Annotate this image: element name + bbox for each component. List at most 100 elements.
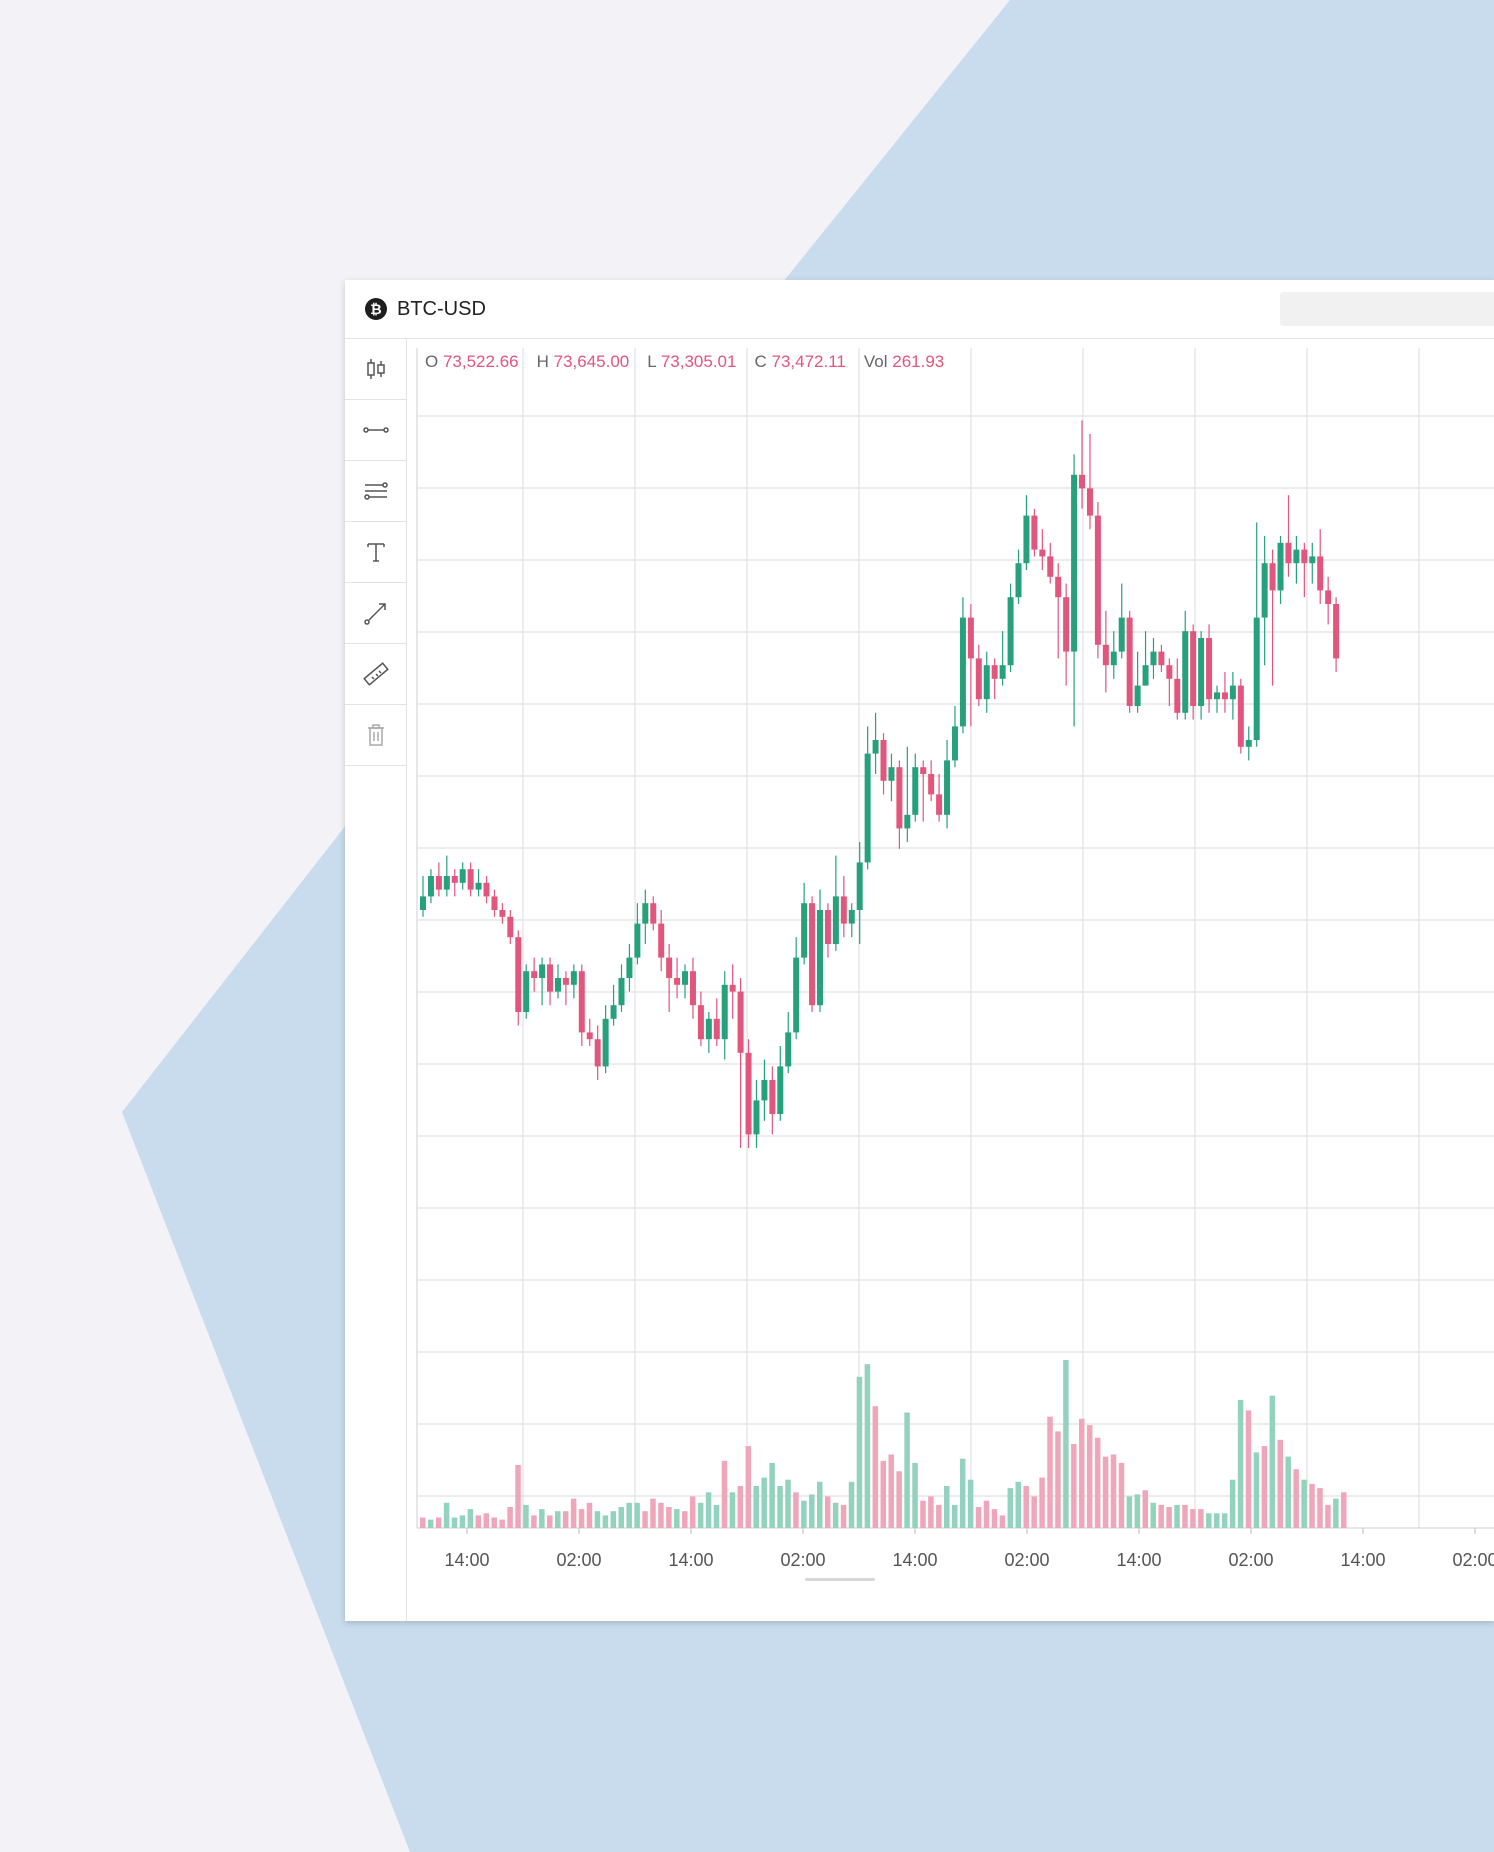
volume-bar: [936, 1504, 942, 1528]
volume-bar: [531, 1515, 537, 1528]
candle-body: [753, 1100, 760, 1135]
candle-body: [936, 794, 943, 815]
candle-body: [1126, 617, 1133, 706]
volume-bar: [753, 1486, 759, 1528]
x-tick-label: 02:00: [556, 1550, 601, 1570]
candle-body: [705, 1018, 712, 1040]
delete-tool-button[interactable]: [345, 705, 406, 766]
volume-bar: [420, 1517, 426, 1528]
volume-bar: [944, 1486, 950, 1528]
volume-bar: [1206, 1513, 1212, 1528]
candle-body: [1134, 685, 1141, 706]
drawing-toolbar: [345, 339, 407, 1621]
candle-body: [610, 1005, 617, 1019]
price-chart[interactable]: 14:00 02:00 14:00 02:00 14:00 02:00 14:00 02:00…: [415, 348, 1494, 1608]
candle-body: [682, 971, 689, 985]
volume-bar: [1198, 1509, 1204, 1528]
candle-body: [435, 876, 442, 890]
volume-bar: [1031, 1496, 1037, 1528]
volume-bar: [1150, 1502, 1156, 1528]
candle-body: [840, 896, 847, 924]
volume-bar: [1023, 1486, 1029, 1528]
x-tick-label: 14:00: [1340, 1550, 1385, 1570]
candle-body: [920, 767, 927, 774]
volume-bar: [467, 1509, 474, 1528]
candle-body: [1325, 590, 1332, 604]
volume-bar: [547, 1515, 553, 1528]
search-input[interactable]: [1280, 292, 1494, 326]
trend-line-tool-button[interactable]: [345, 583, 406, 644]
x-tick-label: 14:00: [1116, 1550, 1161, 1570]
chart-window: ₿ BTC-USD: [345, 280, 1494, 1621]
candle-body: [1071, 474, 1078, 652]
candle-body: [1063, 597, 1070, 652]
candle-body: [586, 1032, 593, 1040]
candle-body: [967, 617, 974, 659]
volume-bar: [451, 1517, 458, 1528]
candle-body: [634, 923, 641, 958]
candle-body: [904, 814, 911, 829]
volume-bar: [1182, 1504, 1188, 1528]
high-readout: H 73,645.00: [536, 352, 630, 371]
candle-body: [1142, 665, 1149, 686]
candle-body: [1166, 665, 1173, 679]
bitcoin-icon: ₿: [365, 298, 387, 320]
candle-body: [467, 869, 474, 890]
candle-body: [1039, 549, 1046, 557]
candle-body: [817, 910, 823, 1006]
volume-bar: [682, 1511, 688, 1528]
low-readout: L 73,305.01: [647, 352, 737, 371]
volume-bar: [1047, 1416, 1053, 1528]
candle-body: [697, 1005, 704, 1040]
candle-body: [658, 923, 665, 958]
candle-body: [1055, 576, 1062, 598]
candle-body: [991, 665, 998, 679]
candle-body: [618, 978, 625, 1006]
volume-bar: [999, 1515, 1006, 1528]
candlestick-icon: [366, 359, 385, 379]
volume-bar: [872, 1406, 879, 1528]
volume-bar: [920, 1500, 926, 1528]
chart-header: ₿ BTC-USD: [345, 280, 1494, 339]
candle-body: [1190, 631, 1197, 706]
volume-bar: [586, 1502, 593, 1528]
volume-bar: [1174, 1504, 1180, 1528]
candle-body: [896, 767, 903, 829]
volume-bar: [896, 1471, 902, 1528]
volume-bar: [1142, 1490, 1149, 1528]
volume-bar: [475, 1515, 482, 1528]
volume-bar: [1301, 1479, 1307, 1528]
candle-body: [801, 903, 808, 958]
candle-body: [944, 760, 951, 815]
candle-body: [983, 665, 990, 700]
volume-bar: [793, 1492, 799, 1528]
candle-body: [1214, 692, 1220, 700]
parallel-lines-tool-button[interactable]: [345, 461, 406, 522]
text-tool-button[interactable]: [345, 522, 406, 583]
candle-body: [420, 896, 426, 910]
candle-body: [642, 903, 649, 924]
candle-body: [451, 876, 458, 883]
candle-body: [1301, 549, 1308, 564]
volume-bar: [1079, 1418, 1085, 1528]
volume-bar: [1269, 1395, 1276, 1528]
x-tick-label: 02:00: [1228, 1550, 1273, 1570]
volume-bar: [1190, 1509, 1196, 1528]
candle-body: [975, 658, 982, 700]
candle-body: [880, 740, 887, 781]
candlestick-tool-button[interactable]: [345, 339, 406, 400]
candle-body: [888, 767, 895, 781]
ruler-tool-button[interactable]: [345, 644, 406, 705]
candle-body: [737, 991, 744, 1053]
volume-bar: [697, 1502, 704, 1528]
volume-bar: [515, 1465, 521, 1528]
candle-body: [1031, 515, 1038, 550]
volume-bar: [539, 1509, 545, 1528]
x-tick-label: 02:00: [1004, 1550, 1049, 1570]
candle-body: [1023, 515, 1030, 564]
symbol-title[interactable]: BTC-USD: [397, 297, 486, 320]
candle-body: [785, 1032, 792, 1067]
horizontal-line-tool-button[interactable]: [345, 400, 406, 461]
candle-body: [578, 971, 585, 1033]
volume-bar: [554, 1511, 561, 1528]
